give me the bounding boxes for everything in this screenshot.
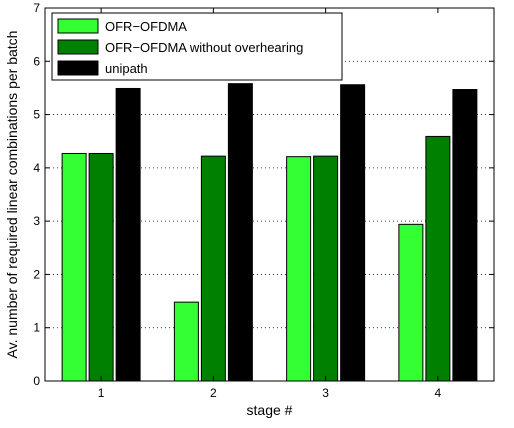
bar-3-2 xyxy=(227,83,253,382)
legend-swatch-3 xyxy=(57,60,99,76)
plot-frame xyxy=(44,7,495,382)
y-tick-label-6: 6 xyxy=(33,54,40,68)
legend-box xyxy=(51,12,343,81)
legend-label-1: OFR−OFDMA xyxy=(105,19,187,34)
x-tick-label-1: 2 xyxy=(210,386,217,400)
bars-group xyxy=(61,83,478,382)
y-axis-label: Av. number of required linear combinatio… xyxy=(4,31,20,359)
bar-1-1 xyxy=(61,152,87,382)
legend-label-3: unipath xyxy=(105,61,148,76)
bar-1-4 xyxy=(398,223,424,382)
axis-ticks: 0 1 2 3 4 5 6 7 1 2 3 4 xyxy=(33,1,494,400)
bar-2-1 xyxy=(88,152,114,382)
y-tick-label-0: 0 xyxy=(33,374,40,388)
x-tick-label-3: 4 xyxy=(435,386,442,400)
y-tick-label-4: 4 xyxy=(33,161,40,175)
bar-3-4 xyxy=(452,89,478,382)
bar-1-3 xyxy=(286,156,312,382)
y-tick-label-7: 7 xyxy=(33,1,40,15)
bar-1-2 xyxy=(173,301,199,382)
legend: OFR−OFDMA OFR−OFDMA without overhearing un… xyxy=(51,12,343,81)
x-axis-label: stage # xyxy=(247,402,293,418)
y-tick-label-2: 2 xyxy=(33,267,40,281)
y-tick-label-1: 1 xyxy=(33,321,40,335)
x-tick-label-2: 3 xyxy=(322,386,329,400)
y-tick-label-3: 3 xyxy=(33,214,40,228)
bar-2-4 xyxy=(425,135,451,382)
bar-3-1 xyxy=(115,87,141,382)
legend-label-2: OFR−OFDMA without overhearing xyxy=(105,40,303,55)
bar-3-3 xyxy=(340,84,366,382)
legend-swatch-2 xyxy=(57,39,99,55)
bar-2-3 xyxy=(313,155,339,382)
bar-2-2 xyxy=(200,155,226,382)
y-tick-label-5: 5 xyxy=(33,108,40,122)
x-tick-label-0: 1 xyxy=(98,386,105,400)
legend-swatch-1 xyxy=(57,18,99,34)
